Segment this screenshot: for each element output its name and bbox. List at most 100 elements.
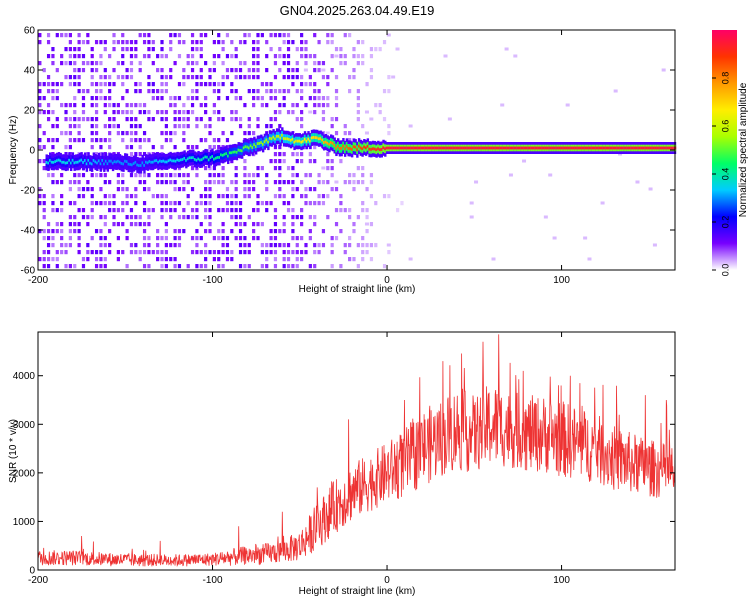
spectrogram-cell: [343, 131, 347, 136]
ridge-core: [307, 137, 310, 141]
ridge-core: [549, 146, 553, 150]
spectrogram-cell: [356, 243, 360, 248]
ridge-core: [586, 146, 589, 150]
spectrogram-cell: [90, 215, 94, 220]
ridge-core: [445, 146, 448, 150]
spectrogram-cell: [186, 180, 190, 185]
ridge-core: [291, 137, 294, 141]
spectrogram-cell: [156, 180, 160, 185]
spectrogram-cell: [273, 54, 278, 59]
spectrogram-cell: [208, 124, 212, 129]
spectrogram-cell: [51, 173, 55, 178]
figure-title: GN04.2025.263.04.49.E19: [280, 3, 435, 18]
spectrogram-cell: [278, 194, 282, 199]
spectrogram-cell: [273, 75, 278, 80]
spectrogram-cell: [273, 208, 278, 213]
spectrogram-cell: [234, 110, 238, 115]
spectrogram-cell: [81, 117, 86, 122]
ridge-core: [139, 164, 143, 167]
ridge-core: [174, 159, 178, 163]
ridge-core: [600, 146, 603, 150]
snr-series: [37, 334, 676, 568]
spectrogram-cell: [308, 215, 312, 220]
ridge-core: [202, 156, 205, 160]
spectrogram-cell: [308, 82, 312, 87]
spectrogram-cell: [238, 40, 243, 45]
spectrogram-cell: [138, 61, 142, 66]
spectrogram-cell: [186, 117, 190, 122]
ridge-core: [232, 150, 235, 154]
ridge-core: [83, 159, 87, 162]
spectrogram-cell: [195, 47, 199, 52]
spectrogram-cell: [173, 103, 177, 108]
spectrogram-cell: [90, 68, 94, 73]
ridge-core: [651, 146, 654, 150]
spectrogram-cell: [369, 75, 374, 80]
ridge-core: [417, 146, 420, 150]
spectrogram-cell: [308, 159, 312, 164]
spectrogram-cell: [112, 117, 116, 122]
spectrogram-cell: [278, 159, 282, 164]
spectrogram-cell: [81, 96, 86, 101]
spectrogram-cell: [356, 215, 360, 220]
spectrogram-cell: [121, 187, 125, 192]
spectrogram-cell: [221, 180, 225, 185]
ridge-core: [602, 146, 605, 150]
ridge-core: [138, 164, 141, 167]
spectrogram-cell: [230, 110, 234, 115]
spectrogram-cell: [160, 47, 164, 52]
spectrogram-cell: [273, 243, 278, 248]
spectrogram-cell: [317, 40, 321, 45]
spectrogram-cell: [278, 187, 282, 192]
spectrogram-cell: [256, 47, 260, 52]
spectrogram-cell: [81, 40, 86, 45]
spectrogram-cell: [164, 82, 168, 87]
spectrogram-cell: [195, 117, 199, 122]
ridge-core: [455, 146, 459, 150]
spectrogram-cell: [330, 54, 334, 59]
ridge-core: [335, 146, 338, 150]
spectrogram-cell: [234, 180, 238, 185]
spectrogram-cell: [273, 152, 278, 157]
ridge-core: [630, 146, 633, 150]
spectrogram-cell: [129, 54, 134, 59]
ridge-core: [642, 146, 645, 150]
spectrogram-cell: [225, 54, 230, 59]
spectrogram-cell: [99, 75, 103, 80]
spectrogram-cell: [90, 201, 94, 206]
spectrogram-cell: [212, 82, 216, 87]
spectrogram-cell: [334, 208, 339, 213]
spectrogram-cell: [238, 68, 243, 73]
spectrogram-cell: [365, 187, 369, 192]
spectrogram-cell: [313, 145, 317, 150]
spectrogram-cell: [304, 194, 308, 199]
spectrogram-cell: [269, 47, 273, 52]
spectrogram-cell: [169, 40, 173, 45]
spectrogram-cell: [99, 257, 103, 262]
spectrogram-cell: [169, 33, 173, 38]
ridge-core: [108, 159, 111, 163]
spectrogram-cell: [221, 243, 225, 248]
spectrogram-cell: [177, 215, 182, 220]
spectrogram-cell: [190, 103, 195, 108]
spectrogram-cell: [247, 33, 251, 38]
ridge-core: [563, 146, 567, 150]
spectrogram-cell: [103, 201, 107, 206]
spectrogram-cell: [260, 82, 264, 87]
spectrogram-cell: [112, 194, 116, 199]
spectrogram-cell: [356, 54, 360, 59]
spectrogram-cell: [365, 208, 369, 213]
spectrogram-cell: [190, 61, 195, 66]
spectrogram-cell: [652, 243, 657, 247]
spectrogram-cell: [134, 222, 138, 227]
spectrogram-cell: [108, 201, 112, 206]
colorbar-ticks: 0.00.20.40.60.8: [712, 72, 731, 276]
spectrogram-cell: [317, 243, 321, 248]
spectrogram-cell: [308, 75, 312, 80]
spectrogram-cell: [138, 33, 142, 38]
spectrogram-cell: [382, 194, 387, 199]
ridge-core: [153, 159, 157, 163]
ridge-core: [429, 146, 432, 150]
spectrogram-cell: [286, 180, 291, 185]
